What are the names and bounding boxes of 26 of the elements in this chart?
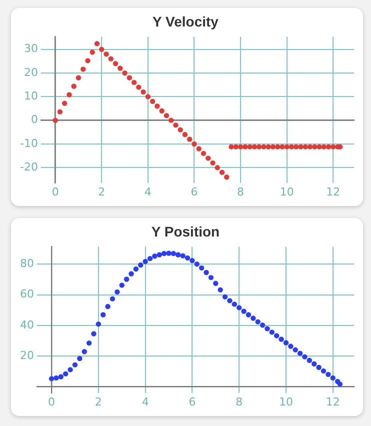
- y-tick-label: -10: [20, 136, 38, 150]
- y-tick-label: 0: [30, 113, 38, 126]
- x-tick-label: 6: [188, 395, 196, 408]
- x-tick-label: 8: [237, 185, 244, 198]
- x-tick-label: 0: [48, 395, 56, 408]
- x-tick-label: 0: [52, 185, 59, 198]
- y-tick-label: 20: [20, 348, 34, 362]
- x-tick-label: 10: [280, 185, 294, 198]
- y-tick-label: -20: [20, 160, 38, 174]
- x-tick-label: 8: [236, 395, 243, 408]
- y-tick-label: 60: [20, 288, 34, 301]
- x-tick-label: 4: [142, 395, 149, 408]
- x-tick-label: 12: [326, 185, 340, 198]
- x-tick-label: 6: [190, 185, 198, 198]
- y-tick-label: 30: [24, 42, 38, 56]
- y-tick-label: 80: [20, 257, 34, 270]
- chart-title: Y Velocity: [152, 13, 219, 30]
- x-tick-label: 2: [94, 395, 102, 408]
- x-tick-label: 2: [98, 185, 106, 198]
- y-tick-label: 20: [24, 66, 38, 79]
- x-tick-label: 4: [144, 185, 152, 198]
- y-tick-label: 10: [24, 90, 38, 103]
- x-tick-label: 10: [279, 395, 294, 408]
- chart-title: Y Position: [151, 223, 220, 240]
- x-tick-label: 12: [326, 395, 340, 408]
- y-tick-label: 40: [20, 318, 34, 332]
